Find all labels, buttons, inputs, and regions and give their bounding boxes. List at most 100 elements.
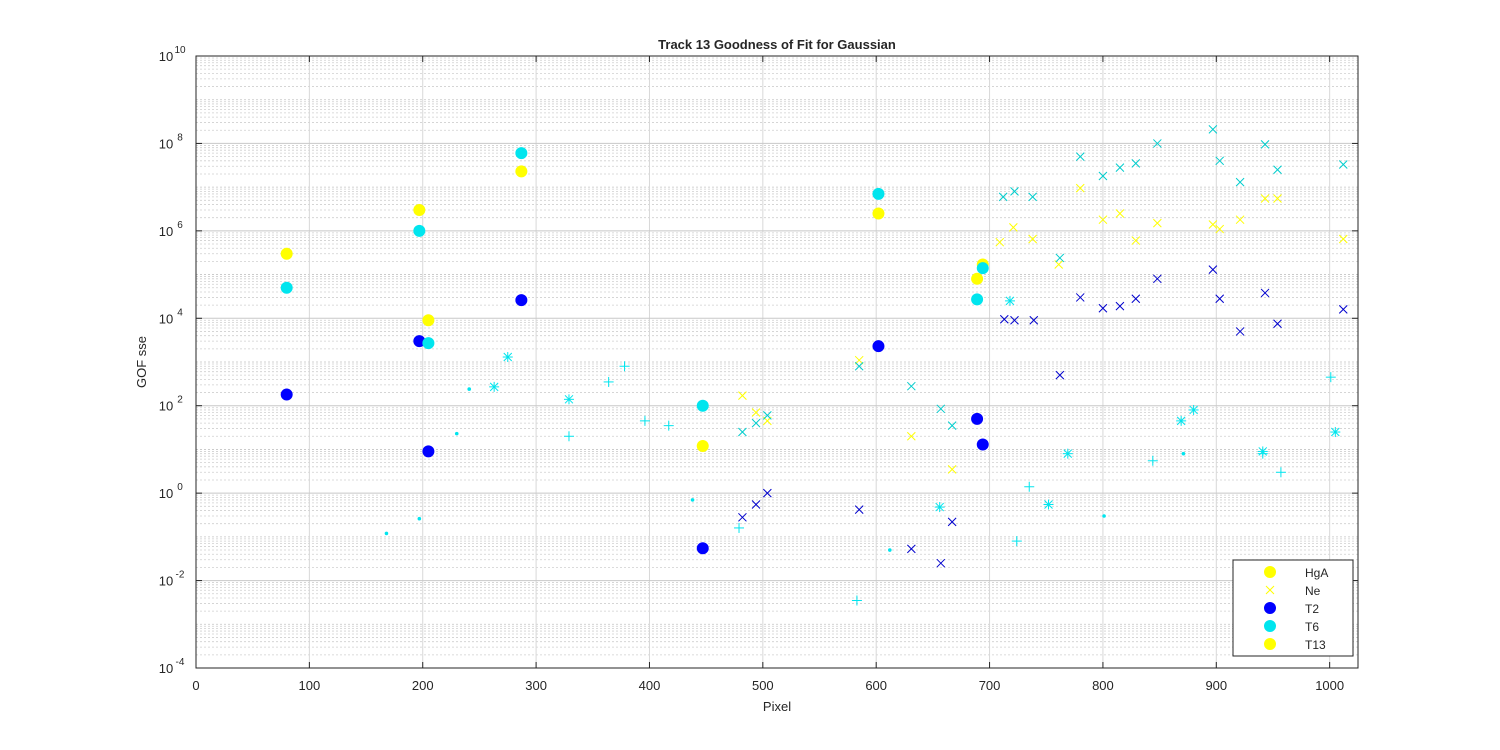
chart-title: Track 13 Goodness of Fit for Gaussian [658,37,896,52]
marker-t2-circle [696,542,709,555]
marker-ne-x [1131,236,1141,245]
marker-t6-plus [734,522,745,533]
x-tick-label: 900 [1205,678,1227,693]
marker-t6-star [1004,295,1015,306]
y-tick-exponent: 4 [177,307,183,318]
marker-ne-x [1152,218,1162,228]
marker-t6-plus [619,361,630,372]
marker-t2-x [1260,288,1270,298]
marker-ne-x [1260,194,1270,203]
marker-t6-plus [1275,467,1286,478]
marker-t6-plus [1024,481,1035,492]
marker-t6-plus [851,595,862,606]
marker-t2-x [1152,274,1162,284]
axis-ticks: 0 100 200 300 400 500 600 700 800 900 100010-410-2… [159,45,1358,693]
y-tick-label: 10 [159,49,173,64]
x-axis-label: Pixel [763,699,791,714]
marker-t6-circle [515,147,528,160]
legend-label: HgA [1305,566,1328,580]
marker-t6-x [1338,160,1348,169]
y-axis-label: GOF sse [134,336,149,388]
marker-ne-x [1208,220,1218,229]
legend: HgA Ne T2 T6 T13 [1232,559,1354,657]
x-tick-label: 400 [639,678,661,693]
marker-t6-plus [1147,455,1158,466]
marker-t6-plus [563,431,574,442]
marker-t2-x [1075,293,1085,302]
marker-hga-circle [515,165,528,178]
y-tick-label: 10 [159,661,173,676]
marker-t2-x [854,505,864,514]
y-tick-label: 10 [159,486,173,501]
marker-t6-dot [1181,451,1186,456]
marker-t6-dot [1102,514,1106,518]
y-tick-exponent: -4 [176,657,185,668]
marker-t6-circle [422,337,435,350]
marker-hga-circle [696,439,709,452]
marker-t2-x [906,544,916,554]
x-tick-label: 300 [525,678,547,693]
marker-ne-x [1338,234,1348,244]
y-tick-exponent: 10 [174,45,186,56]
marker-t6-x [854,361,864,371]
marker-t6-x [1131,159,1141,168]
marker-t6-x [1098,171,1108,181]
marker-hga-circle [872,207,885,220]
marker-t6-plus [1011,536,1022,547]
marker-t2-x [1208,265,1218,274]
marker-t6-dot [384,531,389,536]
y-tick-exponent: 2 [177,395,183,406]
marker-t6-star [563,394,574,405]
x-tick-label: 200 [412,678,434,693]
marker-t6-x [998,192,1008,202]
marker-t6-dot [454,431,459,436]
y-tick-label: 10 [159,574,173,589]
marker-t6-x [936,404,946,414]
marker-t6-circle [872,187,885,200]
marker-ne-x [1235,215,1245,225]
marker-t2-circle [872,340,885,353]
x-tick-label: 100 [299,678,321,693]
marker-t6-star [1062,448,1073,459]
x-tick-label: 700 [979,678,1001,693]
marker-t6-x [1075,152,1085,161]
legend-label: Ne [1305,584,1321,598]
marker-t2-circle [976,438,989,451]
marker-t6-dot [467,387,472,391]
x-tick-label: 0 [192,678,199,693]
marker-ne-x [738,391,747,400]
marker-ne-x [1215,224,1225,234]
legend-label: T2 [1305,602,1319,616]
legend-marker-t6 [1264,620,1276,632]
marker-t2-circle [515,294,528,307]
marker-t6-x [1208,124,1218,134]
y-tick-exponent: 6 [177,220,183,231]
marker-t6-x [1273,165,1282,175]
marker-t2-x [1131,294,1141,304]
x-tick-label: 500 [752,678,774,693]
marker-t6-x [1028,192,1037,202]
marker-t2-circle [280,388,293,401]
marker-t2-x [1055,370,1065,380]
marker-t6-x [1010,187,1019,196]
marker-t2-x [1338,305,1348,314]
marker-t6-plus [663,420,674,431]
marker-t6-star [934,502,945,513]
marker-ne-x [1075,183,1085,193]
marker-t2-x [1010,315,1019,325]
marker-t2-x [738,512,747,522]
marker-ne-x [947,465,957,474]
marker-t6-x [947,421,957,430]
marker-t6-plus [603,376,614,387]
marker-t2-x [763,488,772,498]
marker-t6-x [1260,140,1270,149]
marker-t6-x [1055,253,1065,263]
marker-t6-dot [417,516,422,521]
marker-t2-x [999,314,1009,324]
marker-t6-star [1043,499,1054,510]
y-tick-exponent: -2 [176,570,185,581]
marker-t2-circle [971,412,984,425]
marker-t6-dot [887,548,892,552]
y-tick-label: 10 [159,136,173,151]
